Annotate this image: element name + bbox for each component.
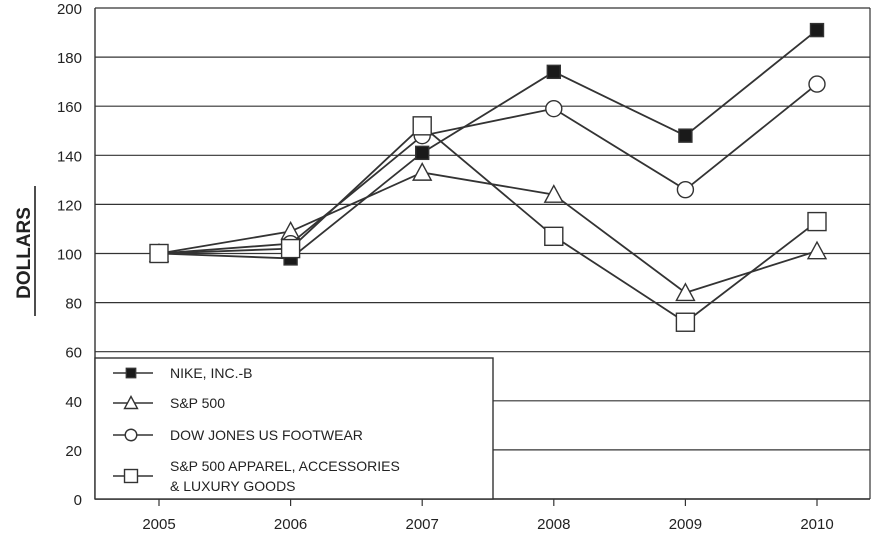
marker-filled-square [809,22,825,38]
marker-open-triangle [412,162,433,181]
marker-open-square [412,116,432,136]
x-tick-label: 2005 [142,516,175,533]
series-line [158,171,818,294]
legend-label: NIKE, INC.-B [170,365,252,381]
legend-item: DOW JONES US FOOTWEAR [113,427,363,443]
marker-open-circle [676,180,695,199]
y-tick-label: 160 [57,99,82,116]
marker-open-square [149,243,169,264]
legend-item: S&P 500 [113,395,225,411]
y-tick-label: 200 [57,1,82,18]
legend-item: NIKE, INC.-B [113,365,252,381]
legend-label: & LUXURY GOODS [170,478,296,494]
legend-item: S&P 500 APPAREL, ACCESSORIES & LUXURY GOO… [113,458,400,494]
marker-open-square [280,238,301,259]
marker-open-circle [808,75,826,93]
x-tick-label: 2008 [537,516,570,533]
marker-open-triangle [806,240,828,260]
series-4 [149,116,827,332]
series-line [158,29,818,260]
series-2 [148,162,828,302]
series-line [158,83,818,255]
y-tick-label: 180 [57,50,82,67]
y-tick-label: 40 [65,394,82,411]
x-tick-label: 2006 [274,516,307,533]
legend-box [94,357,494,500]
y-tick-label: 100 [57,247,82,264]
marker-filled-square [678,128,693,143]
series-1 [151,22,825,266]
x-tick-label: 2007 [406,516,439,533]
marker-open-square [807,211,827,232]
y-tick-label: 140 [57,148,82,165]
legend-label: DOW JONES US FOOTWEAR [170,427,363,443]
y-tick-label: 0 [74,492,82,509]
legend-label: S&P 500 APPAREL, ACCESSORIES [170,458,400,474]
marker-filled-square [415,145,430,161]
series-group [148,22,828,332]
marker-open-square [675,312,696,332]
y-axis-label: DOLLARS [14,207,35,299]
marker-open-square [544,226,564,247]
legend: NIKE, INC.-B S&P 500 DOW JONES US FOOTWEAR… [94,357,494,500]
series-line [158,124,818,324]
y-tick-label: 20 [65,443,82,460]
marker-open-circle [545,99,563,118]
x-tick-label: 2009 [669,516,702,533]
legend-label: S&P 500 [170,395,225,411]
y-tick-label: 120 [57,197,82,214]
marker-open-circle [124,428,138,442]
marker-open-triangle [543,184,564,203]
marker-open-square [123,468,139,484]
marker-open-triangle [675,282,696,302]
y-tick-label: 60 [65,345,82,362]
marker-filled-square [125,367,137,379]
y-tick-label: 80 [65,296,82,313]
marker-open-triangle [123,395,139,410]
x-tick-label: 2010 [800,516,833,533]
marker-filled-square [546,64,561,80]
